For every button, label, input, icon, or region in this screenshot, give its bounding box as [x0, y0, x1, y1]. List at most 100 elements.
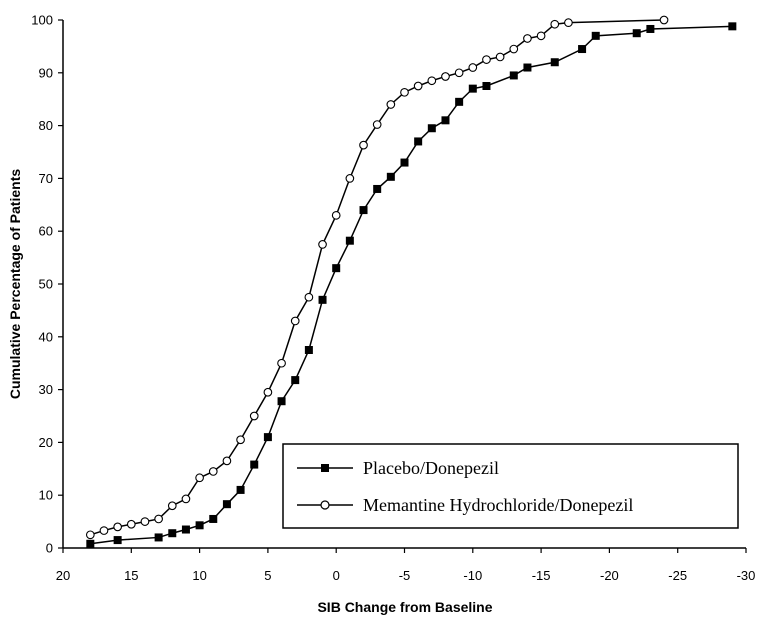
data-point-placebo	[414, 137, 423, 146]
x-tick-label: -15	[532, 568, 551, 583]
data-point-memantine	[154, 514, 163, 524]
data-point-placebo	[373, 184, 382, 193]
data-point-placebo	[359, 206, 368, 215]
legend-marker-placebo	[321, 464, 329, 472]
x-tick-label: -25	[668, 568, 687, 583]
x-tick-label: -10	[463, 568, 482, 583]
data-point-placebo	[632, 29, 641, 38]
data-point-memantine	[400, 87, 409, 97]
data-point-placebo	[168, 529, 177, 538]
x-axis-title: SIB Change from Baseline	[317, 599, 492, 615]
data-point-memantine	[454, 68, 464, 78]
x-tick-label: 0	[333, 568, 340, 583]
data-point-placebo	[332, 264, 341, 273]
data-point-placebo	[181, 525, 190, 534]
data-point-placebo	[591, 31, 600, 40]
data-point-placebo	[222, 500, 231, 509]
data-point-memantine	[550, 19, 560, 29]
data-point-memantine	[85, 530, 95, 540]
data-point-memantine	[99, 526, 109, 535]
data-point-placebo	[195, 521, 204, 530]
data-point-placebo	[468, 84, 477, 93]
data-point-placebo	[250, 460, 259, 469]
legend-box	[282, 443, 739, 529]
data-point-memantine	[345, 174, 355, 183]
y-ticks: 0 10 20 30 40 50 60 70 80 90 100	[31, 13, 63, 556]
y-tick-label: 10	[39, 488, 53, 503]
data-point-placebo	[86, 539, 95, 548]
legend-marker-memantine	[320, 500, 330, 510]
data-point-memantine	[126, 519, 136, 529]
data-point-placebo	[113, 536, 122, 545]
legend-label-memantine: Memantine Hydrochloride/Donepezil	[363, 495, 633, 515]
data-point-memantine	[263, 387, 273, 397]
data-point-memantine	[482, 55, 491, 64]
data-point-placebo	[318, 295, 327, 304]
data-point-placebo	[578, 45, 587, 54]
y-tick-label: 60	[39, 224, 53, 239]
y-tick-label: 90	[39, 65, 53, 80]
data-point-placebo	[400, 158, 409, 167]
data-point-memantine	[290, 316, 300, 326]
data-point-memantine	[277, 358, 286, 368]
data-point-memantine	[249, 411, 259, 421]
x-tick-label: 5	[264, 568, 271, 583]
data-point-memantine	[372, 120, 382, 129]
data-point-memantine	[167, 501, 177, 511]
data-point-memantine	[359, 140, 368, 150]
data-point-memantine	[140, 517, 150, 526]
data-point-memantine	[441, 72, 450, 81]
data-point-placebo	[304, 346, 313, 354]
data-point-memantine	[536, 31, 546, 41]
data-point-placebo	[441, 116, 450, 125]
data-point-memantine	[495, 52, 505, 62]
data-point-memantine	[386, 100, 396, 109]
data-point-placebo	[154, 533, 163, 542]
data-point-placebo	[236, 485, 245, 494]
data-point-memantine	[468, 63, 478, 72]
data-point-memantine	[236, 435, 245, 445]
x-tick-label: 15	[124, 568, 138, 583]
y-tick-label: 100	[31, 13, 53, 28]
data-point-memantine	[523, 34, 532, 43]
data-point-memantine	[427, 76, 437, 86]
data-point-memantine	[304, 292, 314, 302]
data-point-placebo	[646, 24, 655, 33]
x-tick-label: -5	[399, 568, 411, 583]
y-tick-label: 40	[39, 329, 53, 344]
data-point-placebo	[728, 22, 737, 31]
y-tick-label: 50	[39, 277, 53, 292]
data-point-placebo	[386, 172, 395, 181]
data-point-placebo	[277, 397, 286, 406]
data-point-memantine	[318, 240, 327, 249]
legend-label-placebo: Placebo/Donepezil	[363, 458, 499, 478]
data-point-placebo	[291, 376, 300, 385]
y-tick-label: 80	[39, 118, 53, 133]
y-tick-label: 30	[39, 382, 53, 397]
legend: Placebo/Donepezil Memantine Hydrochlorid…	[282, 443, 739, 529]
data-point-placebo	[345, 236, 354, 245]
x-ticks: 20 15 10 5 0 -5 -10 -15 -20 -25 -30	[56, 548, 755, 583]
y-axis-title: Cumulative Percentage of Patients	[7, 169, 23, 400]
data-point-memantine	[195, 473, 204, 483]
data-point-placebo	[209, 514, 218, 523]
x-tick-label: 10	[192, 568, 206, 583]
data-point-placebo	[455, 97, 464, 106]
data-point-memantine	[331, 211, 341, 220]
data-point-memantine	[181, 494, 191, 504]
y-tick-label: 70	[39, 171, 53, 186]
data-point-placebo	[263, 433, 272, 442]
data-point-memantine	[208, 467, 218, 476]
plot-markers	[85, 15, 737, 548]
data-point-placebo	[427, 124, 436, 133]
data-point-memantine	[509, 44, 519, 54]
y-tick-label: 0	[46, 541, 53, 556]
data-point-placebo	[482, 82, 491, 90]
y-tick-label: 20	[39, 435, 53, 450]
data-point-placebo	[523, 63, 532, 72]
data-point-memantine	[564, 18, 573, 27]
data-point-memantine	[413, 81, 423, 91]
x-tick-label: -20	[600, 568, 619, 583]
data-point-placebo	[509, 71, 518, 80]
